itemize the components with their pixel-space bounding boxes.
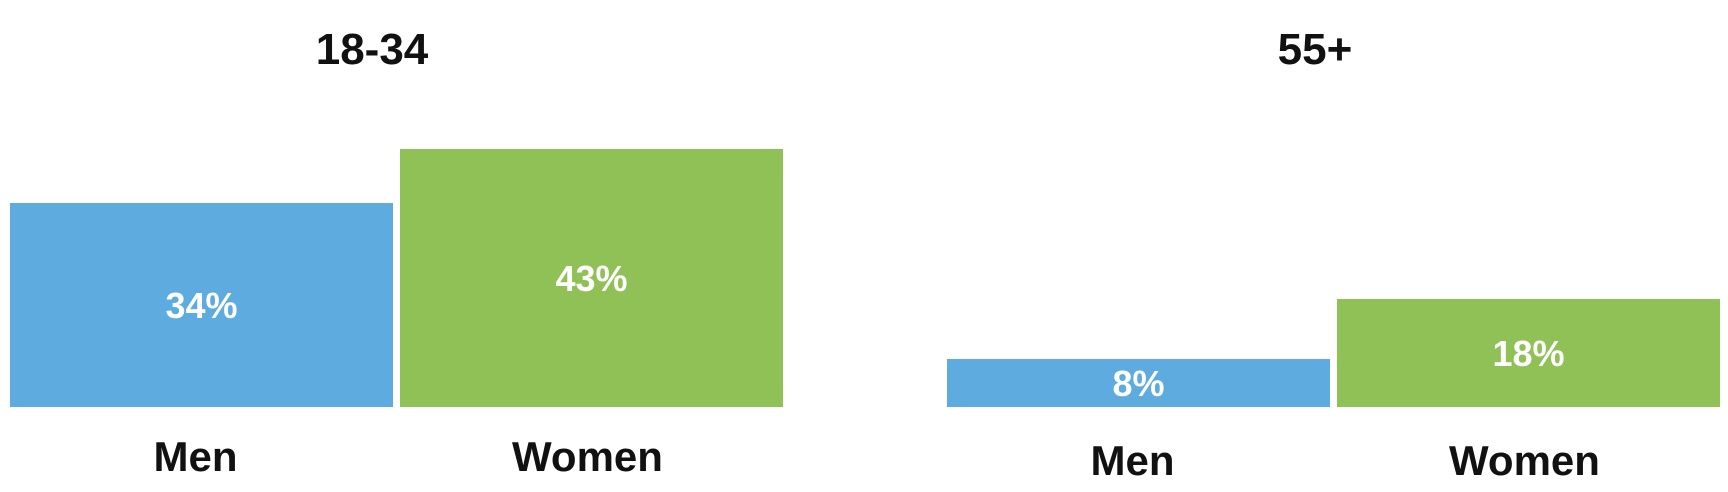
bar-men xyxy=(947,359,1330,407)
bar-value-label: 8% xyxy=(1112,363,1164,404)
category-label: Women xyxy=(1449,437,1600,484)
category-label: Women xyxy=(512,433,663,480)
chart-panel-18-34: 18-34 34% Men 43% Women xyxy=(10,25,783,480)
chart-panel-55-plus: 55+ 8% Men 18% Women xyxy=(947,25,1720,484)
panel-title: 18-34 xyxy=(316,25,429,74)
bar-men xyxy=(10,203,393,407)
category-label: Men xyxy=(1091,437,1175,484)
bar-value-label: 18% xyxy=(1492,333,1564,374)
bar-women xyxy=(1337,299,1720,407)
bar-value-label: 43% xyxy=(555,258,627,299)
panel-title: 55+ xyxy=(1278,25,1353,74)
bar-value-label: 34% xyxy=(165,285,237,326)
category-label: Men xyxy=(154,433,238,480)
bar-women xyxy=(400,149,783,407)
